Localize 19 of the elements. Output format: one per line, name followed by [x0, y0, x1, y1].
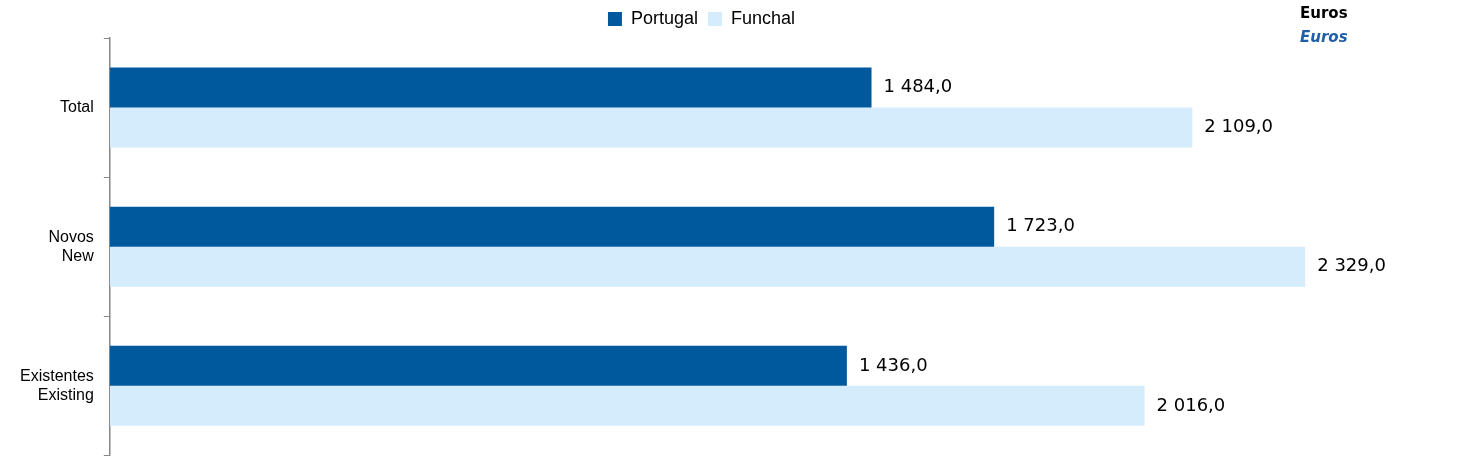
annotation: Euros: [1300, 28, 1348, 46]
legend-label: Funchal: [731, 7, 796, 28]
bar: [109, 345, 847, 386]
y-tick-label: Novos New: [48, 227, 95, 264]
data-label: 1 484,0: [883, 75, 953, 97]
bar: [109, 107, 1193, 148]
data-label: 1 723,0: [1006, 214, 1075, 236]
legend-label: Portugal: [630, 7, 699, 28]
data-label: 2 329,0: [1317, 254, 1386, 276]
bar: [109, 67, 872, 108]
bar: [109, 385, 1145, 426]
y-tick-label: Existentes Existing: [20, 366, 94, 403]
bar: [109, 246, 1306, 287]
data-label: 1 436,0: [858, 353, 928, 375]
y-tick-label: Total: [60, 97, 94, 115]
data-label: 2 016,0: [1156, 393, 1226, 415]
data-label: 2 109,0: [1204, 115, 1274, 137]
text: Euros: [1300, 4, 1348, 22]
bar: [109, 206, 995, 247]
